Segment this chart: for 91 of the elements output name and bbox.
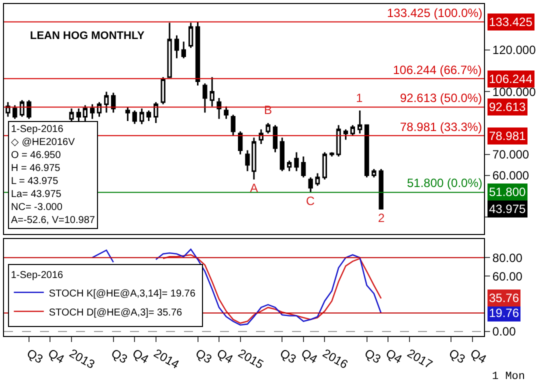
text: LEAN HOG MONTHLY [30,30,146,42]
ref-line-label: 133.425 (100.0%) [387,6,482,20]
candlestick [202,82,208,114]
candlestick [330,152,334,158]
candlestick [294,152,299,172]
x-tick-label: Q3 [193,346,214,366]
ref-line-label: 92.613 (50.0%) [400,91,482,105]
candlestick [372,168,376,178]
x-tick-label: Q4 [130,346,152,366]
candlestick [210,76,214,108]
candlestick [343,128,348,141]
candlestick [90,104,95,120]
ref-line-label: 78.981 (33.3%) [400,120,482,134]
candlestick [188,22,194,49]
text: 43.975 [489,202,526,216]
candlestick [26,99,32,120]
candlestick [308,176,313,194]
candlestick [216,97,222,120]
x-tick-label: Q4 [214,346,236,366]
candlestick [336,124,341,158]
legend-label: STOCH K[@HE@A,3,14]= 19.76 [48,288,196,300]
candlestick [181,40,186,60]
candlestick [111,92,116,114]
text: 19.76 [489,306,520,320]
candlestick [358,110,362,134]
candlestick [104,90,109,114]
candlestick [224,106,229,120]
y-tick-label: 120.000 [492,43,536,58]
candlestick [154,101,158,124]
candlestick [301,156,306,178]
ref-line-label: 51.800 (0.0%) [407,176,482,190]
text: 106.244 [489,72,533,86]
y-tick-label: 60.000 [492,168,530,182]
text: 92.613 [489,100,526,114]
candlestick [272,124,278,154]
candlestick [96,101,102,118]
y-tick-label: 0.00 [492,324,516,339]
x-tick-label: Q3 [446,346,468,366]
annotation: 2 [378,211,385,225]
legend-title: 1-Sep-2016 [10,270,64,281]
y-tick-label: 70.000 [492,148,530,162]
candlestick [238,130,243,156]
candlestick [20,99,24,118]
candlestick [266,122,270,134]
text: 35.76 [489,291,520,305]
legend-label: STOCH D[@HE@A,3]= 35.76 [48,307,182,318]
x-tick-label: 2014 [151,346,182,372]
candlestick [167,22,172,78]
candlestick [364,124,370,178]
candlestick [139,108,144,125]
x-tick-label: 2016 [320,346,351,372]
candlestick [146,110,152,122]
candlestick [195,21,200,86]
x-tick-label: Q4 [468,346,490,366]
text: 1 Mon [492,371,526,383]
candlestick [322,152,328,180]
annotation: B [264,103,272,117]
candlestick [230,114,236,136]
candlestick [258,128,264,145]
annotation: 1-Sep-2016 ◇ @HE2016V O = 46.950 H = 46.975 L = 43.975 La= 43.975 NC= -3.000 A=-52.6, V=10.987 [11,124,96,226]
candlestick [6,101,10,118]
candlestick [315,172,320,186]
ref-line-label: 106.244 (66.7%) [393,63,482,77]
candlestick [350,124,356,136]
x-tick-label: Q3 [108,346,130,366]
text: 133.425 [489,15,533,29]
y-tick-label: 100.000 [492,84,536,99]
candlestick [378,168,384,210]
annotation: A [250,181,258,195]
candlestick [125,106,130,122]
candlestick [12,104,18,120]
x-tick-label: Q3 [278,346,299,366]
annotation: C [306,194,315,208]
x-tick-label: Q4 [384,346,405,366]
x-tick-label: Q4 [298,346,320,366]
x-tick-label: 2015 [236,346,266,372]
candlestick [132,110,137,125]
x-tick-label: Q4 [46,346,67,366]
text: 51.800 [489,185,526,199]
x-tick-label: Q3 [362,346,384,366]
x-tick-label: 2017 [404,346,436,372]
y-tick-label: 80.00 [492,250,523,265]
annotation: 1 [356,91,363,105]
x-tick-label: 2013 [67,346,98,372]
candlestick [286,160,292,172]
candlestick [174,34,180,60]
y-tick-label: 60.00 [492,269,523,284]
text: 78.981 [489,129,526,143]
candlestick [160,76,166,106]
x-tick-label: Q3 [24,346,46,366]
candlestick [280,136,284,172]
